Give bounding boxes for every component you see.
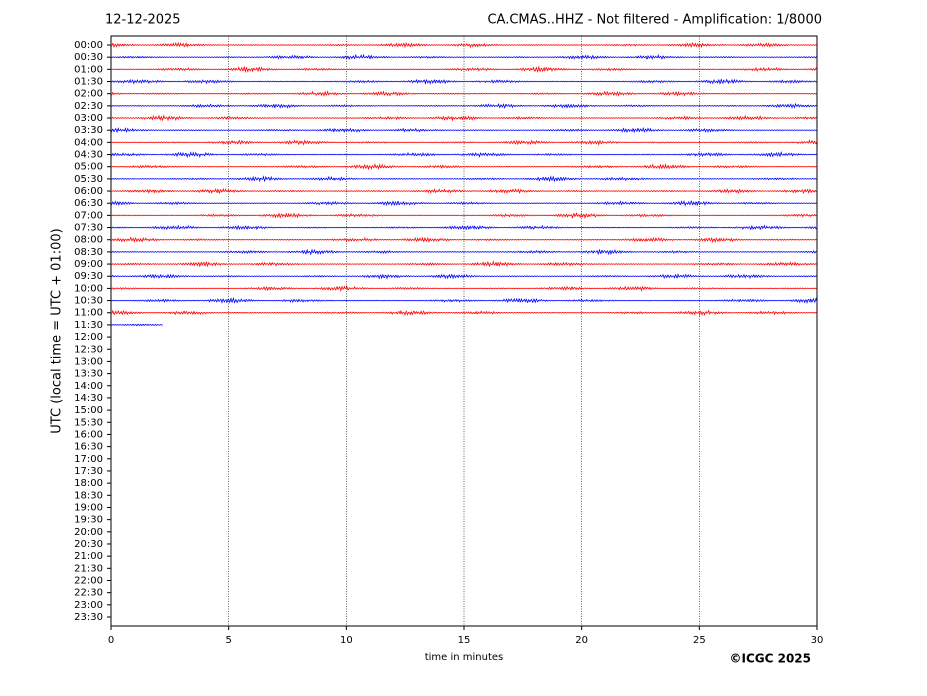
y-tick-label: 17:30 [74,466,103,477]
x-tick-label: 25 [693,635,706,646]
y-tick-label: 18:00 [74,478,103,489]
y-tick-label: 22:00 [74,575,103,586]
y-tick-label: 01:30 [74,77,103,88]
y-tick-label: 19:00 [74,502,103,513]
y-tick-label: 14:30 [74,393,103,404]
y-tick-label: 23:30 [74,612,103,623]
trace [110,150,817,159]
chart-date: 12-12-2025 [105,13,181,28]
y-tick-label: 14:00 [74,381,103,392]
y-tick-label: 20:00 [74,527,103,538]
x-axis-label: time in minutes [425,652,504,663]
y-tick-label: 02:00 [74,89,103,100]
y-tick-label: 03:30 [74,125,103,136]
trace [110,260,817,268]
trace [110,272,817,280]
trace [110,53,817,61]
x-tick-label: 0 [108,635,114,646]
trace [110,114,817,122]
y-tick-label: 21:00 [74,551,103,562]
trace [110,139,817,146]
trace [110,200,817,207]
x-tick-label: 5 [225,635,231,646]
y-tick-label: 07:30 [74,223,103,234]
chart-title: CA.CMAS..HHZ - Not filtered - Amplificat… [487,13,822,28]
y-tick-label: 20:30 [74,539,103,550]
x-tick-label: 30 [811,635,824,646]
trace [110,309,817,317]
y-tick-label: 03:00 [74,113,103,124]
trace [110,90,817,98]
y-tick-label: 06:00 [74,186,103,197]
y-tick-label: 10:30 [74,296,103,307]
y-tick-label: 18:30 [74,490,103,501]
y-tick-label: 13:30 [74,369,103,380]
y-tick-label: 11:00 [74,308,103,319]
trace [110,211,817,220]
credit: ©ICGC 2025 [729,652,811,666]
y-tick-label: 07:00 [74,210,103,221]
y-tick-label: 11:30 [74,320,103,331]
trace [110,102,817,109]
trace [110,175,817,183]
trace [110,297,817,305]
trace [110,236,817,244]
y-tick-label: 16:30 [74,442,103,453]
y-tick-label: 15:30 [74,417,103,428]
x-tick-label: 15 [458,635,471,646]
trace [110,323,163,327]
y-tick-label: 04:00 [74,137,103,148]
y-tick-label: 10:00 [74,283,103,294]
y-tick-label: 00:00 [74,40,103,51]
trace [110,65,817,74]
y-tick-label: 08:00 [74,235,103,246]
y-tick-label: 09:30 [74,271,103,282]
y-tick-label: 01:00 [74,64,103,75]
y-tick-label: 08:30 [74,247,103,258]
trace [110,187,817,195]
y-tick-label: 09:00 [74,259,103,270]
y-tick-label: 17:00 [74,454,103,465]
y-tick-label: 23:00 [74,600,103,611]
y-tick-label: 22:30 [74,588,103,599]
y-tick-label: 16:00 [74,429,103,440]
y-tick-label: 04:30 [74,150,103,161]
y-tick-label: 21:30 [74,563,103,574]
y-tick-label: 12:30 [74,344,103,355]
y-tick-label: 15:00 [74,405,103,416]
trace [110,41,817,49]
y-tick-label: 05:00 [74,162,103,173]
y-tick-label: 06:30 [74,198,103,209]
y-tick-label: 19:30 [74,515,103,526]
trace [110,78,817,86]
trace [110,126,817,134]
trace [110,163,817,171]
y-tick-label: 05:30 [74,174,103,185]
trace [110,224,817,231]
y-tick-label: 12:00 [74,332,103,343]
trace [110,248,817,256]
y-tick-label: 02:30 [74,101,103,112]
trace [110,285,817,292]
x-tick-label: 10 [340,635,353,646]
y-tick-label: 13:00 [74,356,103,367]
x-tick-label: 20 [575,635,588,646]
y-tick-label: 00:30 [74,52,103,63]
y-axis-label: UTC (local time = UTC + 01:00) [50,228,65,433]
